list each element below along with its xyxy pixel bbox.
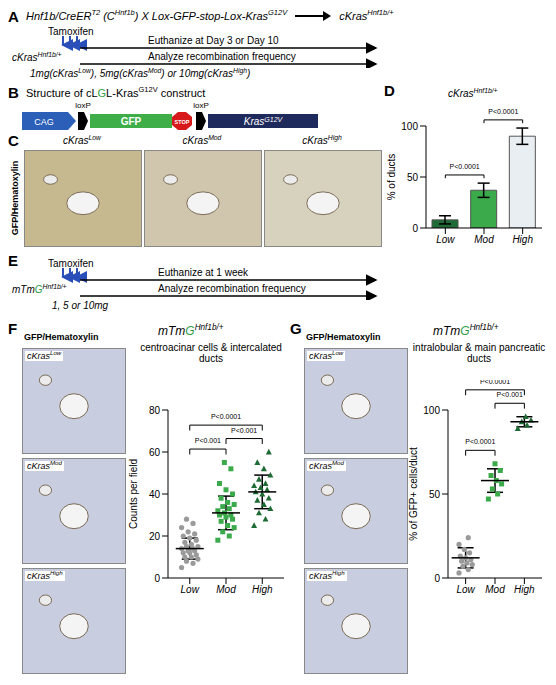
svg-text:Low: Low [456, 584, 475, 595]
svg-text:P<0.0001: P<0.0001 [450, 163, 480, 170]
svg-text:80: 80 [149, 405, 161, 416]
svg-text:P<0.0001: P<0.0001 [211, 413, 241, 420]
html-text:mTm GHnf1b/+: mTm GHnf1b/+ [158, 323, 224, 338]
html-text:F: F [8, 320, 18, 337]
svg-text:P<0.0001: P<0.0001 [480, 380, 510, 385]
svg-text:loxP: loxP [193, 101, 209, 110]
svg-text:CAG: CAG [34, 117, 54, 127]
html-text:1, 5 or 10mg: 1, 5 or 10mg [52, 300, 109, 311]
svg-text:P<0.0001: P<0.0001 [488, 108, 518, 115]
svg-text:% of GFP+ cells/duct: % of GFP+ cells/duct [408, 447, 419, 541]
html-text:cKrasHigh: cKrasHigh [27, 569, 63, 581]
svg-text:loxP: loxP [75, 101, 91, 110]
svg-text:Mod: Mod [216, 584, 236, 595]
html-text:GFP/Hematoxylin: GFP/Hematoxylin [24, 332, 99, 342]
html-text:cKrasLow: cKrasLow [63, 133, 101, 146]
svg-text:Low: Low [436, 234, 455, 245]
html-text:cKrasHnf1b/+: cKrasHnf1b/+ [12, 50, 62, 63]
html-text:centroacinar cells & intercala: centroacinar cells & intercalated ducts [140, 342, 282, 364]
svg-text:High: High [252, 584, 273, 595]
html-text:cKrasHigh: cKrasHigh [309, 569, 345, 581]
html-text:B: B [8, 84, 19, 101]
html-text:intralobular & main pancreatic: intralobular & main pancreatic ducts [412, 342, 546, 364]
html-text:cKrasMod: cKrasMod [309, 459, 344, 471]
html-text:Hnf1b/CreERT2(CHnf1b) X Lox-GF: Hnf1b/CreERT2(CHnf1b) X Lox-GFP-stop-Lox… [26, 8, 288, 22]
svg-text:P<0.0001: P<0.0001 [465, 438, 495, 445]
html-text:Euthanize at 1 week: Euthanize at 1 week [158, 267, 249, 278]
html-text:mTm GHnf1b/+: mTm GHnf1b/+ [12, 282, 67, 295]
html-text:cKrasHigh: cKrasHigh [302, 133, 342, 146]
svg-text:40: 40 [149, 489, 161, 500]
svg-text:0: 0 [154, 573, 160, 584]
html-text:D: D [384, 82, 395, 99]
html-text:A: A [8, 8, 19, 25]
html-text:1mg(cKrasLow), 5mg(cKrasMod) o: 1mg(cKrasLow), 5mg(cKrasMod) or 10mg(cKr… [30, 66, 251, 79]
html-text:Analyze recombination frequenc: Analyze recombination frequency [158, 283, 306, 294]
svg-text:P<0.001: P<0.001 [231, 427, 257, 434]
html-text:mTm GHnf1b/+: mTm GHnf1b/+ [433, 323, 499, 338]
svg-text:60: 60 [149, 447, 161, 458]
svg-text:0: 0 [412, 223, 418, 234]
html-text:cKrasHnf1b/+: cKrasHnf1b/+ [339, 8, 394, 22]
html-text:C: C [8, 132, 19, 149]
svg-text:20: 20 [149, 531, 161, 542]
html-text:cKrasHnf1b/+: cKrasHnf1b/+ [448, 86, 498, 99]
html-text:Structure of cL G L-KrasG12Vco: Structure of cL G L-KrasG12Vconstruct [26, 85, 206, 99]
svg-text:GFP/Hematoxylin: GFP/Hematoxylin [10, 161, 20, 236]
svg-text:High: High [514, 584, 535, 595]
svg-text:Mod: Mod [474, 234, 494, 245]
svg-text:GFP: GFP [121, 116, 142, 127]
svg-text:% of ducts: % of ducts [386, 154, 397, 201]
html-text:cKrasMod: cKrasMod [182, 133, 222, 146]
svg-text:50: 50 [407, 172, 419, 183]
svg-text:High: High [512, 234, 533, 245]
svg-text:STOP: STOP [175, 119, 190, 125]
html-text:Analyze recombination frequenc: Analyze recombination frequency [148, 51, 296, 62]
svg-text:Low: Low [181, 584, 200, 595]
html-text:Tamoxifen: Tamoxifen [48, 26, 94, 37]
html-text:Tamoxifen: Tamoxifen [48, 258, 94, 269]
html-text:cKrasLow: cKrasLow [309, 349, 344, 361]
html-text:G GFP/Hematoxylin: G GFP/Hematoxylin [290, 320, 381, 342]
svg-text:KrasG12V: KrasG12V [244, 116, 284, 128]
svg-text:100: 100 [401, 121, 418, 132]
html-text:E: E [8, 252, 18, 269]
svg-text:P<0.001: P<0.001 [195, 437, 221, 444]
svg-text:100: 100 [423, 405, 440, 416]
svg-text:Counts per field: Counts per field [128, 459, 139, 529]
svg-text:P<0.001: P<0.001 [497, 391, 523, 398]
svg-text:Mod: Mod [485, 584, 505, 595]
svg-text:50: 50 [429, 489, 441, 500]
html-text:cKrasLow: cKrasLow [27, 349, 62, 361]
html-text:Euthanize at Day 3 or Day 10: Euthanize at Day 3 or Day 10 [148, 35, 279, 46]
html-text:cKrasMod: cKrasMod [27, 459, 62, 471]
svg-text:0: 0 [434, 573, 440, 584]
